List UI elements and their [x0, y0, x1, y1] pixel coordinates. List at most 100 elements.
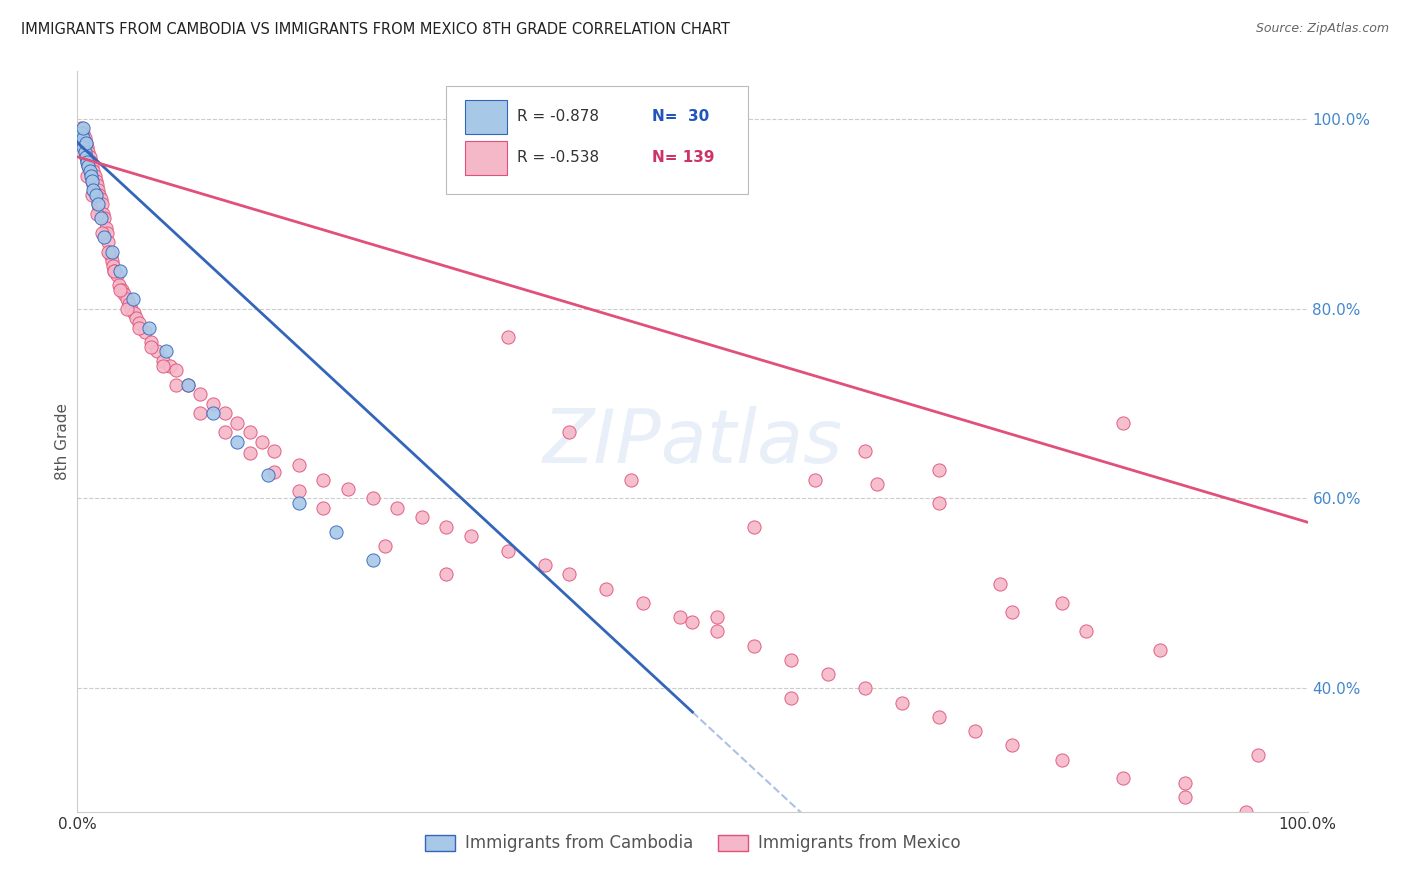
Point — [110, 283, 132, 297]
Point — [250, 434, 273, 449]
Point — [82, 187, 104, 202]
Point — [97, 235, 120, 250]
Text: R = -0.878: R = -0.878 — [516, 109, 599, 124]
Point — [76, 154, 98, 169]
Point — [288, 458, 311, 473]
Point — [87, 197, 110, 211]
Point — [89, 202, 111, 216]
Point — [90, 197, 114, 211]
Point — [87, 197, 110, 211]
Point — [75, 150, 97, 164]
Point — [110, 263, 132, 277]
Point — [226, 416, 249, 430]
Point — [152, 359, 174, 373]
Point — [87, 183, 110, 197]
Point — [1247, 747, 1270, 762]
Point — [103, 263, 125, 277]
Point — [257, 467, 280, 482]
Legend: Immigrants from Cambodia, Immigrants from Mexico: Immigrants from Cambodia, Immigrants fro… — [418, 828, 967, 859]
Point — [1050, 752, 1073, 766]
Point — [177, 377, 200, 392]
Text: Source: ZipAtlas.com: Source: ZipAtlas.com — [1256, 22, 1389, 36]
Point — [141, 340, 163, 354]
Point — [75, 136, 97, 150]
Point — [86, 178, 108, 193]
Point — [385, 500, 409, 515]
Point — [312, 473, 335, 487]
Point — [80, 154, 103, 169]
Point — [288, 483, 311, 498]
Point — [706, 610, 728, 624]
Point — [595, 582, 617, 596]
Point — [115, 301, 138, 316]
Y-axis label: 8th Grade: 8th Grade — [55, 403, 70, 480]
Point — [128, 320, 150, 334]
Point — [742, 639, 765, 653]
Point — [1174, 790, 1197, 805]
Point — [75, 150, 97, 164]
Point — [101, 254, 124, 268]
Point — [188, 387, 212, 401]
Point — [1001, 739, 1024, 753]
Point — [84, 173, 107, 187]
Point — [70, 126, 93, 140]
Point — [1296, 814, 1319, 829]
Point — [853, 681, 876, 696]
Point — [534, 558, 557, 572]
Point — [558, 567, 581, 582]
Point — [965, 724, 987, 739]
Point — [155, 344, 177, 359]
Point — [988, 577, 1011, 591]
Point — [82, 183, 104, 197]
Point — [152, 354, 174, 368]
Point — [138, 320, 160, 334]
Point — [411, 510, 433, 524]
Point — [263, 465, 285, 479]
FancyBboxPatch shape — [465, 141, 506, 175]
Point — [928, 463, 950, 477]
Point — [90, 207, 112, 221]
Point — [79, 164, 101, 178]
Point — [436, 567, 458, 582]
Point — [98, 244, 121, 259]
Point — [1112, 772, 1135, 786]
Point — [73, 145, 96, 159]
Point — [82, 159, 104, 173]
Point — [1174, 776, 1197, 790]
Point — [1149, 643, 1171, 657]
Point — [214, 406, 236, 420]
Point — [76, 154, 98, 169]
Text: N= 139: N= 139 — [652, 150, 714, 165]
Point — [682, 615, 704, 629]
Point — [669, 610, 692, 624]
Point — [239, 425, 262, 439]
Point — [496, 330, 519, 344]
Point — [122, 306, 145, 320]
Point — [91, 207, 114, 221]
Point — [82, 173, 104, 187]
Point — [890, 696, 912, 710]
Point — [239, 446, 262, 460]
Point — [141, 334, 163, 349]
Point — [146, 344, 169, 359]
Point — [70, 136, 93, 150]
Point — [853, 444, 876, 458]
Point — [118, 297, 141, 311]
Point — [780, 653, 803, 667]
Point — [165, 363, 187, 377]
Point — [80, 169, 103, 183]
Point — [214, 425, 236, 439]
Point — [115, 292, 138, 306]
Point — [82, 164, 104, 178]
Point — [72, 126, 94, 140]
Point — [134, 326, 156, 340]
Point — [337, 482, 360, 496]
Point — [70, 121, 93, 136]
Point — [112, 287, 135, 301]
Point — [128, 316, 150, 330]
Point — [361, 553, 384, 567]
Point — [312, 500, 335, 515]
Text: R = -0.538: R = -0.538 — [516, 150, 599, 165]
Point — [80, 169, 103, 183]
Point — [76, 169, 98, 183]
